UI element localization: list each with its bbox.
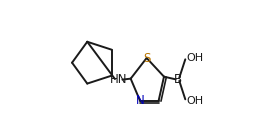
Text: B: B (174, 73, 182, 86)
Text: OH: OH (187, 96, 204, 106)
Text: S: S (143, 52, 150, 64)
Text: HN: HN (110, 73, 128, 86)
Text: N: N (136, 94, 144, 107)
Text: OH: OH (187, 53, 204, 63)
